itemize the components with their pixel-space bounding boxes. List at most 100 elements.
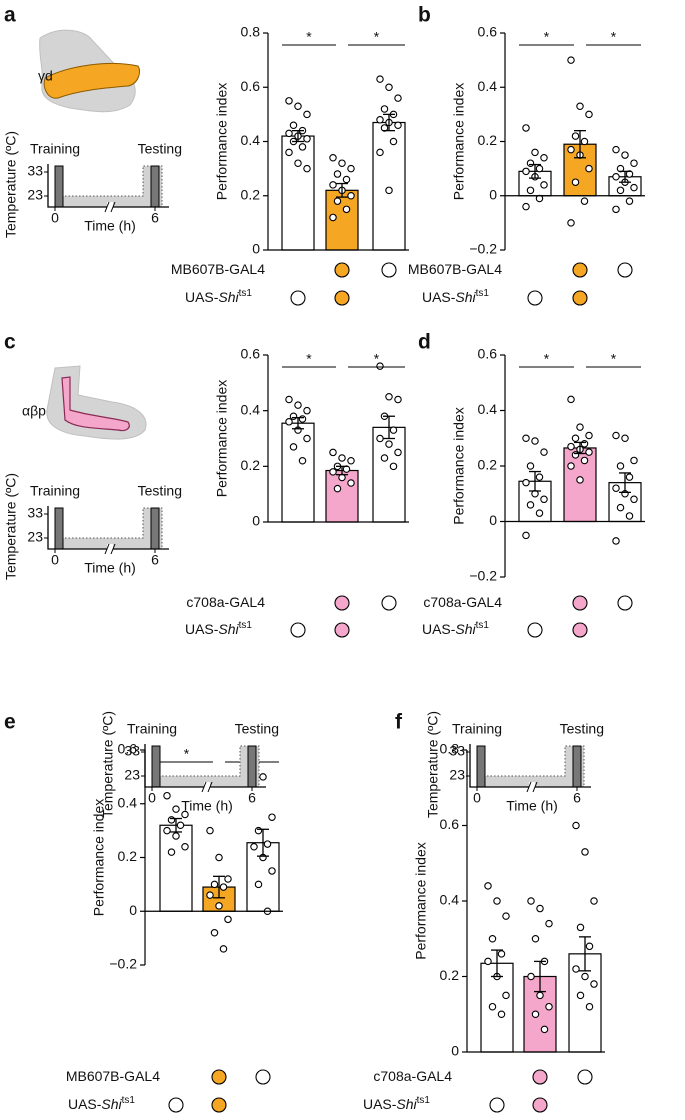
data-point xyxy=(625,473,634,481)
data-point xyxy=(526,501,535,509)
schematic-x-label: Time (h) xyxy=(181,798,233,814)
y-axis-label: Performance index xyxy=(413,842,429,960)
y-tick-label: 0.2 xyxy=(478,457,498,473)
genotype-label: MB607B-GAL4 xyxy=(66,1068,160,1084)
data-point xyxy=(298,143,307,151)
data-point xyxy=(206,826,214,835)
data-point xyxy=(219,945,228,953)
data-point xyxy=(572,821,580,830)
y-tick-label: 0.4 xyxy=(440,892,460,908)
data-point xyxy=(219,883,228,891)
genotype-marker xyxy=(532,1069,548,1085)
data-point xyxy=(493,897,501,905)
data-point xyxy=(389,137,398,146)
data-point xyxy=(303,135,311,143)
data-point xyxy=(289,443,298,451)
genotype-label-part: ts1 xyxy=(476,288,490,299)
data-point xyxy=(376,116,384,124)
genotype-marker xyxy=(211,1069,227,1085)
brain-label: αβp xyxy=(22,403,46,419)
data-point xyxy=(567,462,575,470)
y-tick-label: 0.6 xyxy=(440,816,460,832)
data-point xyxy=(329,213,337,222)
data-point xyxy=(385,440,393,448)
data-point xyxy=(347,479,355,487)
genotype-label-part: UAS- xyxy=(185,621,219,637)
y-tick-label: 0.2 xyxy=(440,967,460,983)
y-tick-label: −0.2 xyxy=(109,956,137,972)
data-point xyxy=(298,415,307,423)
data-point xyxy=(567,56,575,64)
data-point xyxy=(303,110,311,119)
bar xyxy=(563,447,597,523)
data-point xyxy=(347,457,355,465)
data-point xyxy=(497,950,506,958)
schematic-axes xyxy=(47,164,169,208)
genotype-label: UAS-Shits1 xyxy=(363,1095,430,1112)
schematic-axes xyxy=(47,506,169,550)
data-point xyxy=(625,197,634,205)
data-point xyxy=(394,121,402,129)
data-point xyxy=(585,448,593,456)
genotype-marker xyxy=(527,622,543,638)
data-point xyxy=(535,164,544,173)
genotype-label-part: ts1 xyxy=(239,288,253,299)
genotype-marker xyxy=(617,595,633,611)
genotype-label-part: Shi xyxy=(396,1096,417,1112)
schematic-axes xyxy=(144,744,266,788)
significance-label: * xyxy=(374,29,380,45)
y-tick-label: 0.2 xyxy=(241,186,261,202)
bar xyxy=(372,121,406,251)
data-point xyxy=(531,437,539,445)
data-point xyxy=(347,192,355,200)
data-point xyxy=(167,848,176,856)
testing-block xyxy=(572,745,582,788)
genotype-label-part: MB607B-GAL4 xyxy=(408,261,502,277)
y-tick-label: 0.2 xyxy=(241,457,261,473)
data-point xyxy=(585,164,593,173)
data-point xyxy=(571,132,580,140)
y-tick-label: 0 xyxy=(489,512,497,528)
genotype-label-part: ts1 xyxy=(476,620,490,631)
data-point xyxy=(526,159,535,167)
data-point xyxy=(527,897,535,905)
data-point xyxy=(329,468,337,476)
data-point xyxy=(576,991,585,1000)
data-point xyxy=(254,880,263,889)
genotype-label-part: UAS- xyxy=(422,289,456,305)
y-tick-label: 0.8 xyxy=(440,741,460,757)
data-point xyxy=(576,923,585,932)
training-block xyxy=(54,507,64,550)
panel-letter: a xyxy=(4,4,16,27)
genotype-label-part: ts1 xyxy=(122,1095,136,1106)
schematic-right-label: Testing xyxy=(560,721,604,737)
axis-break xyxy=(104,543,110,555)
genotype-marker xyxy=(290,622,306,638)
axis-break xyxy=(207,781,213,793)
data-point xyxy=(545,1002,553,1011)
genotype-label-part: UAS- xyxy=(363,1096,397,1112)
schematic-x-label: Time (h) xyxy=(84,218,136,234)
panel-letter: f xyxy=(395,711,403,734)
data-point xyxy=(590,980,598,988)
schematic-y-label: Temperature (ºC) xyxy=(425,711,441,818)
genotype-label: MB607B-GAL4 xyxy=(408,261,502,277)
schematic-y-tick-label: 33 xyxy=(124,743,140,759)
data-point xyxy=(394,448,402,457)
data-point xyxy=(630,159,638,167)
data-point xyxy=(303,164,311,173)
data-point xyxy=(215,853,223,862)
data-point xyxy=(385,392,393,401)
y-tick-label: 0.6 xyxy=(241,78,261,94)
data-point xyxy=(540,495,548,504)
brain-gamma xyxy=(39,29,141,113)
data-point xyxy=(540,448,548,456)
axis-break xyxy=(532,781,538,793)
data-point xyxy=(215,902,223,910)
training-block xyxy=(151,745,161,788)
axis-break xyxy=(110,201,116,213)
genotype-marker xyxy=(211,1097,227,1113)
data-point xyxy=(531,148,539,157)
y-tick-label: 0 xyxy=(252,513,260,529)
